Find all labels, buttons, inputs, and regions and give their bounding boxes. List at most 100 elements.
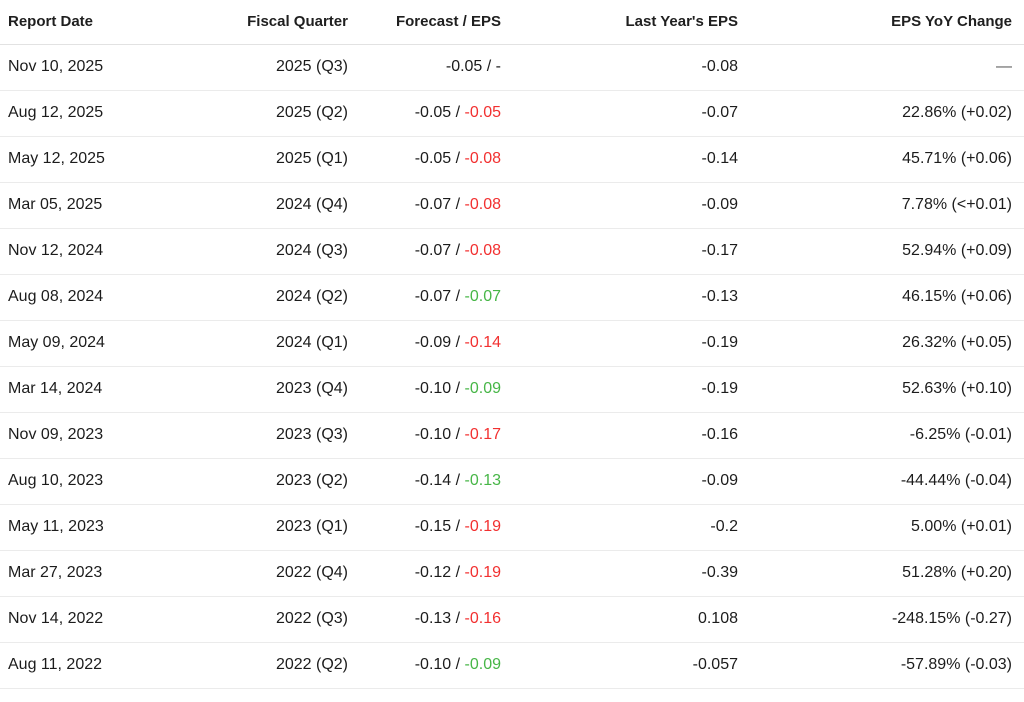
last-year-eps-cell: -0.39 — [501, 550, 738, 597]
forecast-eps-cell: -0.10 / -0.09 — [348, 642, 501, 689]
yoy-change-cell: 7.78% (<+0.01) — [738, 182, 1024, 229]
last-year-eps-cell: -0.2 — [501, 504, 738, 551]
report-date-cell: Nov 10, 2025 — [0, 44, 200, 91]
table-row: May 09, 2024 2024 (Q1) -0.09 / -0.14 -0.19 2… — [0, 320, 1024, 367]
report-date-cell: Mar 27, 2023 — [0, 550, 200, 597]
fiscal-quarter-cell: 2023 (Q2) — [200, 458, 348, 505]
forecast-value: -0.13 / — [414, 610, 465, 627]
yoy-change-cell: 46.15% (+0.06) — [738, 274, 1024, 321]
last-year-eps-cell: -0.07 — [501, 90, 738, 137]
report-date-cell: May 11, 2023 — [0, 504, 200, 551]
report-date-cell: Aug 12, 2025 — [0, 90, 200, 137]
forecast-value: -0.10 / — [414, 426, 465, 443]
forecast-eps-cell: -0.10 / -0.17 — [348, 412, 501, 459]
report-date-cell: Nov 09, 2023 — [0, 412, 200, 459]
forecast-eps-cell: -0.07 / -0.07 — [348, 274, 501, 321]
header-row: Report Date Fiscal Quarter Forecast / EP… — [0, 0, 1024, 45]
actual-eps-value: -0.09 — [464, 656, 501, 673]
last-year-eps-cell: -0.08 — [501, 44, 738, 91]
forecast-value: -0.05 / — [414, 104, 465, 121]
actual-eps-value: -0.17 — [464, 426, 501, 443]
yoy-change-cell: 51.28% (+0.20) — [738, 550, 1024, 597]
forecast-value: -0.10 / — [414, 380, 465, 397]
forecast-value: -0.05 / — [445, 58, 496, 75]
yoy-change-cell: 45.71% (+0.06) — [738, 136, 1024, 183]
column-header-report-date: Report Date — [0, 0, 200, 45]
last-year-eps-cell: -0.19 — [501, 366, 738, 413]
yoy-change-cell: -44.44% (-0.04) — [738, 458, 1024, 505]
actual-eps-value: -0.08 — [464, 242, 501, 259]
fiscal-quarter-cell: 2023 (Q1) — [200, 504, 348, 551]
earnings-table-body: Nov 10, 2025 2025 (Q3) -0.05 / - -0.08— Aug … — [0, 44, 1024, 689]
column-header-eps-yoy-change: EPS YoY Change — [738, 0, 1024, 45]
last-year-eps-cell: -0.16 — [501, 412, 738, 459]
column-header-fiscal-quarter: Fiscal Quarter — [200, 0, 348, 45]
last-year-eps-cell: -0.19 — [501, 320, 738, 367]
forecast-eps-cell: -0.05 / -0.05 — [348, 90, 501, 137]
forecast-eps-cell: -0.13 / -0.16 — [348, 596, 501, 643]
forecast-eps-cell: -0.07 / -0.08 — [348, 182, 501, 229]
forecast-value: -0.07 / — [414, 196, 465, 213]
fiscal-quarter-cell: 2022 (Q3) — [200, 596, 348, 643]
forecast-eps-cell: -0.12 / -0.19 — [348, 550, 501, 597]
table-row: Aug 11, 2022 2022 (Q2) -0.10 / -0.09 -0.057… — [0, 642, 1024, 689]
last-year-eps-cell: -0.09 — [501, 182, 738, 229]
actual-eps-value: -0.19 — [464, 564, 501, 581]
yoy-change-cell: 26.32% (+0.05) — [738, 320, 1024, 367]
fiscal-quarter-cell: 2024 (Q1) — [200, 320, 348, 367]
last-year-eps-cell: -0.14 — [501, 136, 738, 183]
forecast-value: -0.05 / — [414, 150, 465, 167]
yoy-change-cell: -6.25% (-0.01) — [738, 412, 1024, 459]
fiscal-quarter-cell: 2022 (Q2) — [200, 642, 348, 689]
report-date-cell: Mar 14, 2024 — [0, 366, 200, 413]
fiscal-quarter-cell: 2024 (Q2) — [200, 274, 348, 321]
fiscal-quarter-cell: 2025 (Q3) — [200, 44, 348, 91]
yoy-change-cell: — — [738, 44, 1024, 91]
yoy-change-cell: -248.15% (-0.27) — [738, 596, 1024, 643]
fiscal-quarter-cell: 2022 (Q4) — [200, 550, 348, 597]
table-row: Nov 10, 2025 2025 (Q3) -0.05 / - -0.08— — [0, 44, 1024, 91]
forecast-eps-cell: -0.05 / -0.08 — [348, 136, 501, 183]
yoy-change-cell: 5.00% (+0.01) — [738, 504, 1024, 551]
yoy-change-cell: 52.63% (+0.10) — [738, 366, 1024, 413]
last-year-eps-cell: -0.09 — [501, 458, 738, 505]
table-row: Mar 27, 2023 2022 (Q4) -0.12 / -0.19 -0.39 5… — [0, 550, 1024, 597]
report-date-cell: Mar 05, 2025 — [0, 182, 200, 229]
table-row: Nov 12, 2024 2024 (Q3) -0.07 / -0.08 -0.17 5… — [0, 228, 1024, 275]
report-date-cell: Nov 12, 2024 — [0, 228, 200, 275]
yoy-change-cell: -57.89% (-0.03) — [738, 642, 1024, 689]
actual-eps-value: -0.16 — [464, 610, 501, 627]
forecast-value: -0.14 / — [414, 472, 465, 489]
fiscal-quarter-cell: 2024 (Q4) — [200, 182, 348, 229]
table-row: Aug 10, 2023 2023 (Q2) -0.14 / -0.13 -0.09-… — [0, 458, 1024, 505]
last-year-eps-cell: 0.108 — [501, 596, 738, 643]
yoy-change-cell: 22.86% (+0.02) — [738, 90, 1024, 137]
actual-eps-value: -0.14 — [464, 334, 501, 351]
column-header-forecast-eps: Forecast / EPS — [348, 0, 501, 45]
forecast-value: -0.15 / — [414, 518, 465, 535]
table-row: May 11, 2023 2023 (Q1) -0.15 / -0.19 -0.2 5.… — [0, 504, 1024, 551]
table-header: Report Date Fiscal Quarter Forecast / EP… — [0, 0, 1024, 45]
forecast-eps-cell: -0.14 / -0.13 — [348, 458, 501, 505]
fiscal-quarter-cell: 2025 (Q2) — [200, 90, 348, 137]
forecast-value: -0.07 / — [414, 288, 465, 305]
fiscal-quarter-cell: 2023 (Q3) — [200, 412, 348, 459]
table-row: Nov 09, 2023 2023 (Q3) -0.10 / -0.17 -0.16-… — [0, 412, 1024, 459]
forecast-eps-cell: -0.05 / - — [348, 44, 501, 91]
actual-eps-value: -0.13 — [464, 472, 501, 489]
actual-eps-value: -0.08 — [464, 150, 501, 167]
forecast-eps-cell: -0.07 / -0.08 — [348, 228, 501, 275]
actual-eps-value: -0.09 — [464, 380, 501, 397]
actual-eps-value: -0.07 — [464, 288, 501, 305]
actual-eps-value: -0.19 — [464, 518, 501, 535]
report-date-cell: Aug 08, 2024 — [0, 274, 200, 321]
actual-eps-value: - — [495, 58, 501, 75]
report-date-cell: Nov 14, 2022 — [0, 596, 200, 643]
table-row: Aug 08, 2024 2024 (Q2) -0.07 / -0.07 -0.13 4… — [0, 274, 1024, 321]
yoy-change-cell: 52.94% (+0.09) — [738, 228, 1024, 275]
fiscal-quarter-cell: 2025 (Q1) — [200, 136, 348, 183]
forecast-value: -0.07 / — [414, 242, 465, 259]
table-row: Mar 14, 2024 2023 (Q4) -0.10 / -0.09 -0.19 5… — [0, 366, 1024, 413]
fiscal-quarter-cell: 2023 (Q4) — [200, 366, 348, 413]
